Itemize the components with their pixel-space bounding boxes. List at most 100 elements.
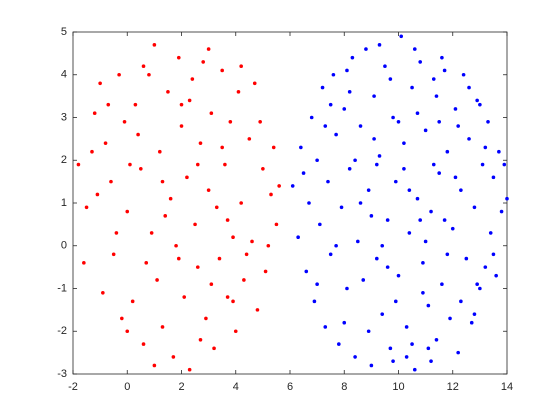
point — [185, 175, 189, 180]
point — [320, 85, 325, 90]
y-tick-label: -1 — [57, 282, 67, 294]
point — [84, 205, 89, 210]
point — [353, 158, 357, 163]
point — [209, 111, 214, 116]
point — [179, 102, 184, 107]
point — [380, 312, 385, 316]
point — [269, 192, 273, 197]
x-tick-label: 4 — [233, 381, 239, 393]
point — [174, 243, 178, 248]
point — [152, 363, 157, 368]
y-tick-label: -3 — [57, 368, 67, 380]
point — [467, 137, 471, 141]
point — [122, 119, 127, 124]
point — [469, 320, 474, 325]
point — [459, 188, 463, 192]
point — [437, 171, 441, 175]
y-tick-label: 1 — [61, 197, 67, 209]
point — [461, 72, 466, 77]
point — [334, 243, 338, 248]
point — [155, 278, 159, 282]
point — [315, 282, 319, 287]
point — [361, 278, 366, 282]
point — [399, 34, 404, 39]
point — [125, 209, 130, 214]
x-tick-label: 6 — [287, 381, 293, 393]
point — [195, 162, 200, 167]
point — [195, 265, 200, 269]
y-tick-label: 2 — [61, 154, 67, 166]
point — [290, 184, 295, 188]
point — [90, 149, 94, 154]
point — [404, 325, 409, 329]
point — [431, 162, 436, 167]
point — [309, 115, 314, 120]
point — [103, 141, 108, 145]
point — [106, 102, 111, 107]
point — [505, 196, 509, 201]
x-tick-label: 2 — [178, 381, 184, 393]
point — [402, 167, 406, 171]
point — [418, 60, 423, 64]
point — [101, 290, 105, 295]
point — [296, 235, 300, 239]
point — [358, 124, 363, 128]
point — [488, 231, 493, 235]
point — [467, 85, 471, 90]
point — [266, 243, 271, 248]
point — [217, 256, 222, 261]
point — [312, 299, 317, 304]
point — [299, 145, 303, 150]
y-tick-label: 0 — [61, 240, 67, 252]
point — [472, 205, 477, 210]
point — [440, 55, 444, 60]
point — [301, 171, 306, 175]
point — [220, 68, 224, 73]
point — [483, 145, 488, 150]
point — [231, 299, 235, 304]
point — [114, 231, 119, 235]
point — [342, 107, 347, 111]
point — [347, 90, 352, 94]
point — [475, 282, 479, 287]
point — [418, 218, 423, 222]
point — [198, 141, 203, 145]
point — [242, 278, 246, 282]
x-tick-label: 10 — [392, 381, 404, 393]
point — [201, 60, 205, 64]
point — [480, 162, 485, 167]
point — [263, 269, 268, 274]
point — [117, 72, 121, 77]
point — [225, 295, 230, 299]
point — [402, 141, 406, 145]
point — [141, 342, 146, 346]
point — [391, 359, 395, 363]
y-tick-label: 4 — [61, 69, 67, 81]
point — [252, 81, 257, 86]
point — [141, 64, 146, 68]
point — [255, 308, 260, 312]
point — [475, 98, 479, 103]
point — [456, 350, 460, 355]
point — [334, 132, 338, 137]
point — [377, 154, 382, 158]
point — [225, 218, 230, 222]
point — [358, 201, 363, 205]
point — [271, 145, 276, 150]
point — [464, 256, 469, 261]
point — [404, 355, 409, 359]
point — [239, 201, 243, 205]
point — [385, 265, 390, 269]
point — [125, 329, 130, 334]
point — [369, 363, 374, 368]
x-tick-label: 8 — [341, 381, 347, 393]
point — [144, 261, 149, 265]
point — [95, 192, 100, 197]
point — [353, 355, 357, 359]
y-tick-label: 3 — [61, 111, 67, 123]
x-tick-label: 12 — [447, 381, 459, 393]
point — [304, 269, 309, 274]
point — [499, 209, 504, 214]
point — [440, 282, 444, 287]
